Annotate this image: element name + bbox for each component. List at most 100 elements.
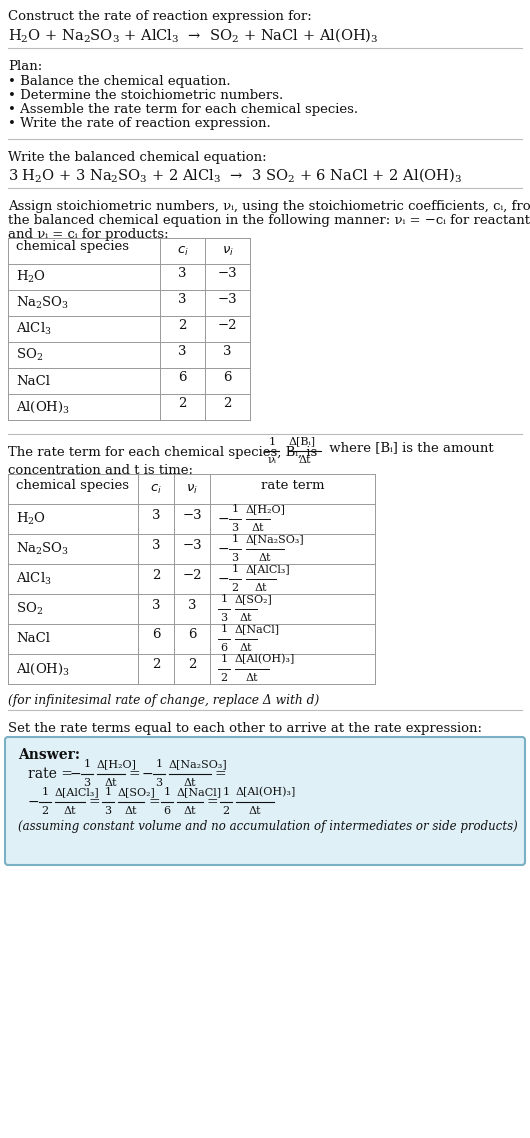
FancyBboxPatch shape	[5, 737, 525, 865]
Text: Δt: Δt	[240, 613, 252, 622]
Text: Δ[Al(OH)₃]: Δ[Al(OH)₃]	[236, 786, 296, 797]
Text: Δt: Δt	[246, 673, 258, 683]
Text: Plan:: Plan:	[8, 60, 42, 73]
Text: 6: 6	[220, 643, 227, 653]
Text: $\mathregular{SO_2}$: $\mathregular{SO_2}$	[16, 601, 43, 617]
Text: 1: 1	[41, 787, 49, 797]
Text: 1: 1	[104, 787, 111, 797]
Text: 2: 2	[152, 569, 160, 582]
Text: $\nu_i$: $\nu_i$	[222, 245, 234, 257]
Text: $\mathregular{H_2O}$: $\mathregular{H_2O}$	[16, 269, 46, 284]
Text: 1: 1	[268, 437, 276, 447]
Text: Δ[Na₂SO₃]: Δ[Na₂SO₃]	[246, 534, 305, 544]
Text: −: −	[218, 542, 229, 556]
Text: −: −	[218, 512, 229, 526]
Text: Construct the rate of reaction expression for:: Construct the rate of reaction expressio…	[8, 10, 312, 23]
Text: 3: 3	[178, 345, 187, 357]
Text: 2: 2	[232, 583, 239, 593]
Text: Δ[AlCl₃]: Δ[AlCl₃]	[246, 564, 291, 574]
Text: $\mathregular{SO_2}$: $\mathregular{SO_2}$	[16, 347, 43, 363]
Text: Δ[SO₂]: Δ[SO₂]	[235, 594, 273, 604]
Text: −3: −3	[218, 266, 237, 280]
Text: $\mathregular{Al(OH)_3}$: $\mathregular{Al(OH)_3}$	[16, 661, 70, 677]
Text: $\mathregular{H_2O}$ + $\mathregular{Na_2SO_3}$ + $\mathregular{AlCl_3}$  →  $\m: $\mathregular{H_2O}$ + $\mathregular{Na_…	[8, 26, 378, 43]
Text: 3: 3	[220, 613, 227, 622]
Text: $\mathregular{Al(OH)_3}$: $\mathregular{Al(OH)_3}$	[16, 399, 70, 414]
Text: Δt: Δt	[252, 523, 264, 533]
Text: 2: 2	[178, 396, 187, 410]
Text: • Write the rate of reaction expression.: • Write the rate of reaction expression.	[8, 117, 271, 130]
Text: 3 $\mathregular{H_2O}$ + 3 $\mathregular{Na_2SO_3}$ + 2 $\mathregular{AlCl_3}$  : 3 $\mathregular{H_2O}$ + 3 $\mathregular…	[8, 166, 462, 184]
Text: 1: 1	[223, 787, 229, 797]
Text: 1: 1	[232, 534, 239, 544]
Text: chemical species: chemical species	[16, 478, 129, 492]
Text: 6: 6	[163, 806, 171, 816]
Text: 2: 2	[178, 319, 187, 331]
Text: 1: 1	[155, 759, 163, 769]
Text: 6: 6	[178, 371, 187, 384]
Text: $\mathregular{H_2O}$: $\mathregular{H_2O}$	[16, 511, 46, 527]
Text: $c_i$: $c_i$	[176, 245, 188, 257]
Text: the balanced chemical equation in the following manner: νᵢ = −cᵢ for reactants: the balanced chemical equation in the fo…	[8, 214, 530, 226]
Text: Assign stoichiometric numbers, νᵢ, using the stoichiometric coefficients, cᵢ, fr: Assign stoichiometric numbers, νᵢ, using…	[8, 200, 530, 213]
Text: $\mathregular{AlCl_3}$: $\mathregular{AlCl_3}$	[16, 321, 51, 337]
Text: Δ[NaCl]: Δ[NaCl]	[235, 624, 280, 634]
Text: Δ[H₂O]: Δ[H₂O]	[97, 759, 137, 769]
Text: −3: −3	[182, 509, 202, 521]
Text: Δ[Na₂SO₃]: Δ[Na₂SO₃]	[169, 759, 228, 769]
Text: 3: 3	[223, 345, 232, 357]
Text: • Determine the stoichiometric numbers.: • Determine the stoichiometric numbers.	[8, 89, 283, 102]
Text: −3: −3	[182, 538, 202, 552]
Text: chemical species: chemical species	[16, 239, 129, 253]
Text: νᵢ: νᵢ	[268, 455, 277, 465]
Text: 3: 3	[155, 778, 163, 787]
Text: =: =	[129, 767, 140, 781]
Text: −: −	[28, 795, 40, 809]
Text: Write the balanced chemical equation:: Write the balanced chemical equation:	[8, 151, 267, 164]
Text: 3: 3	[232, 553, 239, 563]
Text: rate =: rate =	[28, 767, 77, 781]
Text: 2: 2	[188, 659, 196, 671]
Text: Set the rate terms equal to each other to arrive at the rate expression:: Set the rate terms equal to each other t…	[8, 721, 482, 735]
Text: $\mathregular{Na_2SO_3}$: $\mathregular{Na_2SO_3}$	[16, 295, 69, 311]
Text: 2: 2	[41, 806, 49, 816]
Text: NaCl: NaCl	[16, 374, 50, 388]
Text: 3: 3	[152, 599, 160, 611]
Text: 1: 1	[220, 594, 227, 604]
Text: 3: 3	[178, 266, 187, 280]
Text: =: =	[148, 795, 160, 809]
Text: 2: 2	[220, 673, 227, 683]
Text: Δ[Bᵢ]: Δ[Bᵢ]	[289, 436, 316, 446]
Text: Δt: Δt	[105, 778, 117, 787]
Text: =: =	[89, 795, 101, 809]
Text: 3: 3	[152, 538, 160, 552]
Text: −: −	[142, 767, 154, 781]
Text: • Assemble the rate term for each chemical species.: • Assemble the rate term for each chemic…	[8, 104, 358, 116]
Text: 2: 2	[223, 806, 229, 816]
Text: Δt: Δt	[184, 778, 196, 787]
Text: 6: 6	[223, 371, 232, 384]
Text: $\nu_i$: $\nu_i$	[186, 483, 198, 495]
Text: −3: −3	[218, 292, 237, 305]
Text: and νᵢ = cᵢ for products:: and νᵢ = cᵢ for products:	[8, 228, 169, 241]
Text: Δ[H₂O]: Δ[H₂O]	[246, 504, 286, 514]
Text: $c_i$: $c_i$	[150, 483, 162, 495]
Text: The rate term for each chemical species, Bᵢ, is: The rate term for each chemical species,…	[8, 446, 322, 459]
Text: Δt: Δt	[299, 455, 311, 465]
Text: 3: 3	[83, 778, 91, 787]
Text: 3: 3	[178, 292, 187, 305]
Text: 1: 1	[232, 504, 239, 514]
Text: Δ[AlCl₃]: Δ[AlCl₃]	[55, 787, 100, 797]
Text: $\mathregular{Na_2SO_3}$: $\mathregular{Na_2SO_3}$	[16, 541, 69, 556]
Text: Δt: Δt	[249, 806, 261, 816]
Text: Answer:: Answer:	[18, 748, 80, 762]
Text: Δt: Δt	[255, 583, 267, 593]
Text: (for infinitesimal rate of change, replace Δ with d): (for infinitesimal rate of change, repla…	[8, 694, 319, 707]
Text: −2: −2	[182, 569, 202, 582]
Text: −: −	[218, 572, 229, 586]
Text: 1: 1	[232, 564, 239, 574]
Text: 3: 3	[232, 523, 239, 533]
Text: Δt: Δt	[259, 553, 271, 563]
Text: −: −	[70, 767, 82, 781]
Text: 3: 3	[152, 509, 160, 521]
